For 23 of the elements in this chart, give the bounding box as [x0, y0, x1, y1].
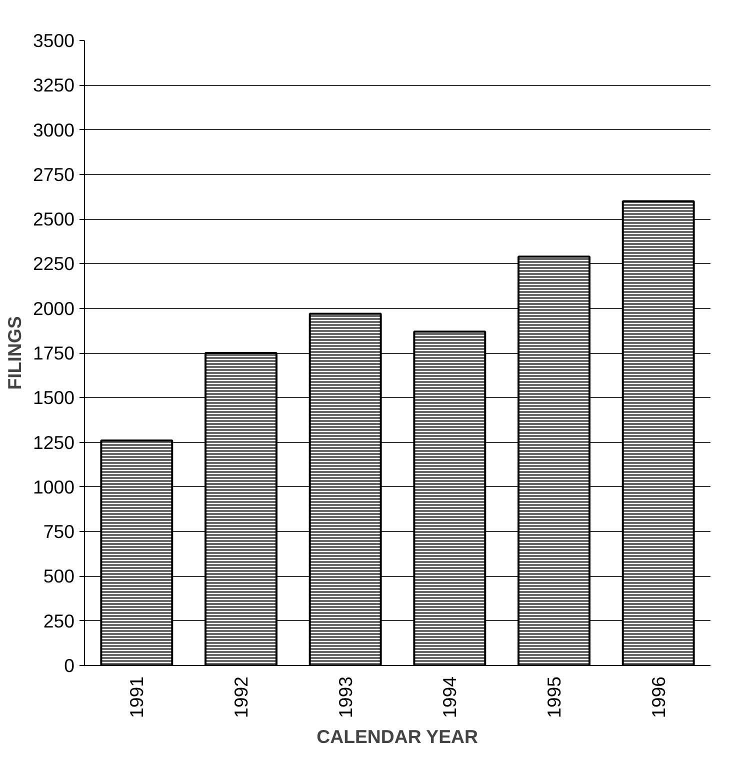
- x-tick-label: 1993: [334, 676, 356, 718]
- y-tick-label: 3500: [32, 30, 75, 51]
- x-axis-title: CALENDAR YEAR: [316, 726, 479, 748]
- y-tick-label: 250: [43, 610, 75, 632]
- y-tick-label: 1000: [32, 476, 75, 498]
- y-tick-label: 500: [43, 566, 75, 587]
- x-tick-label: 1994: [439, 676, 460, 718]
- x-tick-label: 1995: [544, 676, 564, 718]
- y-tick-label: 3000: [32, 119, 75, 140]
- y-tick-label: 0: [64, 655, 75, 676]
- y-tick-label: 1750: [32, 342, 75, 364]
- y-tick-label: 3250: [32, 74, 75, 96]
- y-tick-label: 1250: [32, 432, 75, 453]
- y-tick-label: 2500: [32, 208, 75, 230]
- x-tick-label: 1991: [126, 676, 148, 718]
- x-tick-label: 1992: [230, 676, 252, 718]
- y-axis-title: FILINGS: [4, 316, 25, 390]
- y-tick-label: 750: [43, 521, 75, 542]
- y-tick-label: 1500: [32, 387, 75, 408]
- y-tick-label: 2000: [32, 298, 75, 319]
- y-tick-label: 2750: [32, 164, 75, 185]
- y-tick-label: 2250: [32, 253, 75, 274]
- x-tick-label: 1996: [648, 676, 669, 718]
